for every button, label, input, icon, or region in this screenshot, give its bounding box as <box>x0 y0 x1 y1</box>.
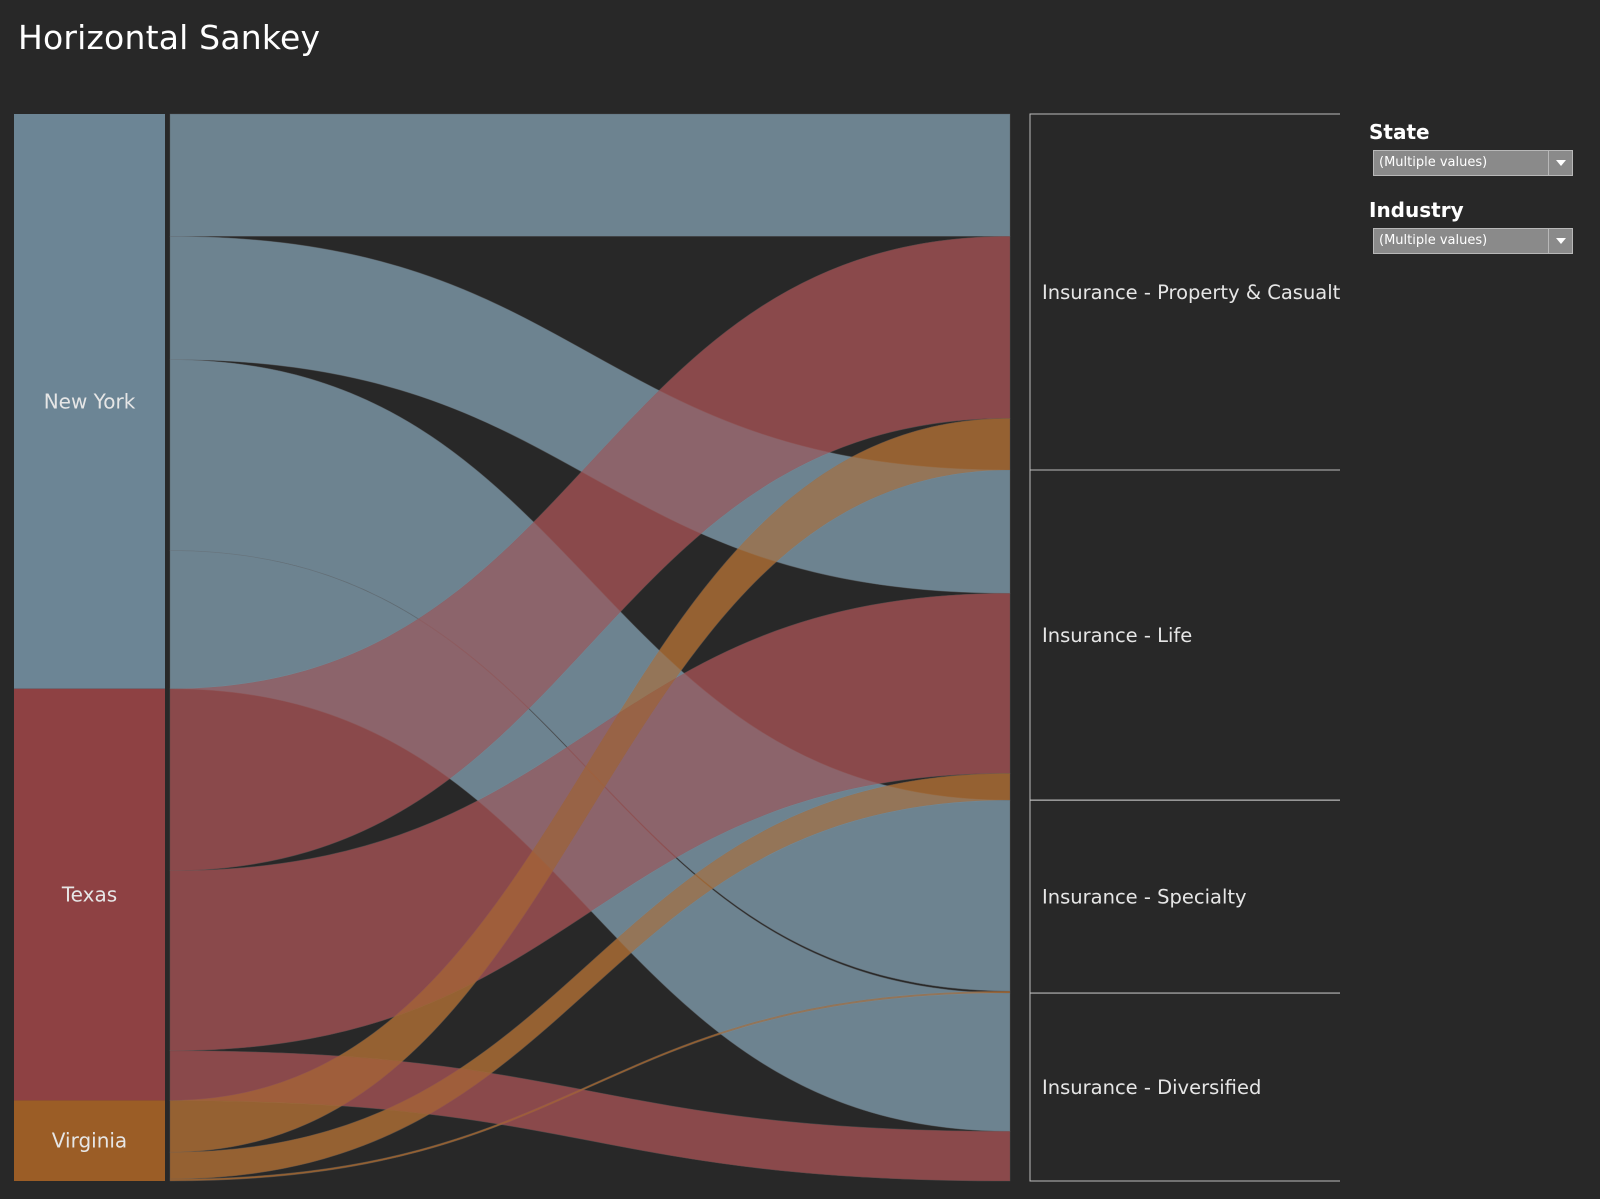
source-label-virginia: Virginia <box>52 1129 127 1153</box>
target-label-insurance-specialty: Insurance - Specialty <box>1042 886 1247 909</box>
source-node-virginia[interactable] <box>14 1100 165 1181</box>
flow-overlay-texas-to-insurance-life <box>170 593 1010 1051</box>
target-label-insurance-property-casualty: Insurance - Property & Casualty <box>1042 281 1340 304</box>
filter-panel: State (Multiple values) Industry (Multip… <box>1369 120 1579 276</box>
flow-overlay-virginia-to-insurance-life <box>170 773 1010 1180</box>
source-node-texas[interactable] <box>14 688 165 1101</box>
chevron-down-icon[interactable] <box>1548 151 1572 175</box>
source-label-new-york: New York <box>44 389 136 413</box>
state-filter-value: (Multiple values) <box>1379 155 1488 170</box>
target-node-insurance-diversified[interactable] <box>1029 992 1340 1182</box>
target-label-insurance-life: Insurance - Life <box>1042 624 1192 647</box>
flow-overlay-texas-to-insurance-diversified <box>170 1050 1010 1181</box>
flow-overlay-virginia-to-insurance-specialty <box>170 991 1010 1181</box>
industry-filter-dropdown[interactable]: (Multiple values) <box>1373 228 1573 254</box>
source-label-texas: Texas <box>61 883 117 907</box>
source-node-new-york[interactable] <box>14 114 165 689</box>
flow-overlay-virginia-to-insurance-property-casualty <box>170 418 1010 1153</box>
industry-filter-value: (Multiple values) <box>1379 233 1488 248</box>
state-filter-dropdown[interactable]: (Multiple values) <box>1373 150 1573 176</box>
industry-filter-label: Industry <box>1369 198 1464 222</box>
state-filter-label: State <box>1369 120 1430 144</box>
page-title: Horizontal Sankey <box>18 18 321 57</box>
chevron-down-icon[interactable] <box>1548 229 1572 253</box>
flow-overlay-texas-to-insurance-property-casualty <box>170 236 1010 871</box>
target-label-insurance-diversified: Insurance - Diversified <box>1042 1076 1261 1099</box>
flow-group <box>169 113 1011 1182</box>
sankey-chart: New York Texas Virginia Insurance - Propert… <box>14 113 1340 1182</box>
flow-overlay-new-york-to-insurance-property-casualty <box>170 114 1010 237</box>
